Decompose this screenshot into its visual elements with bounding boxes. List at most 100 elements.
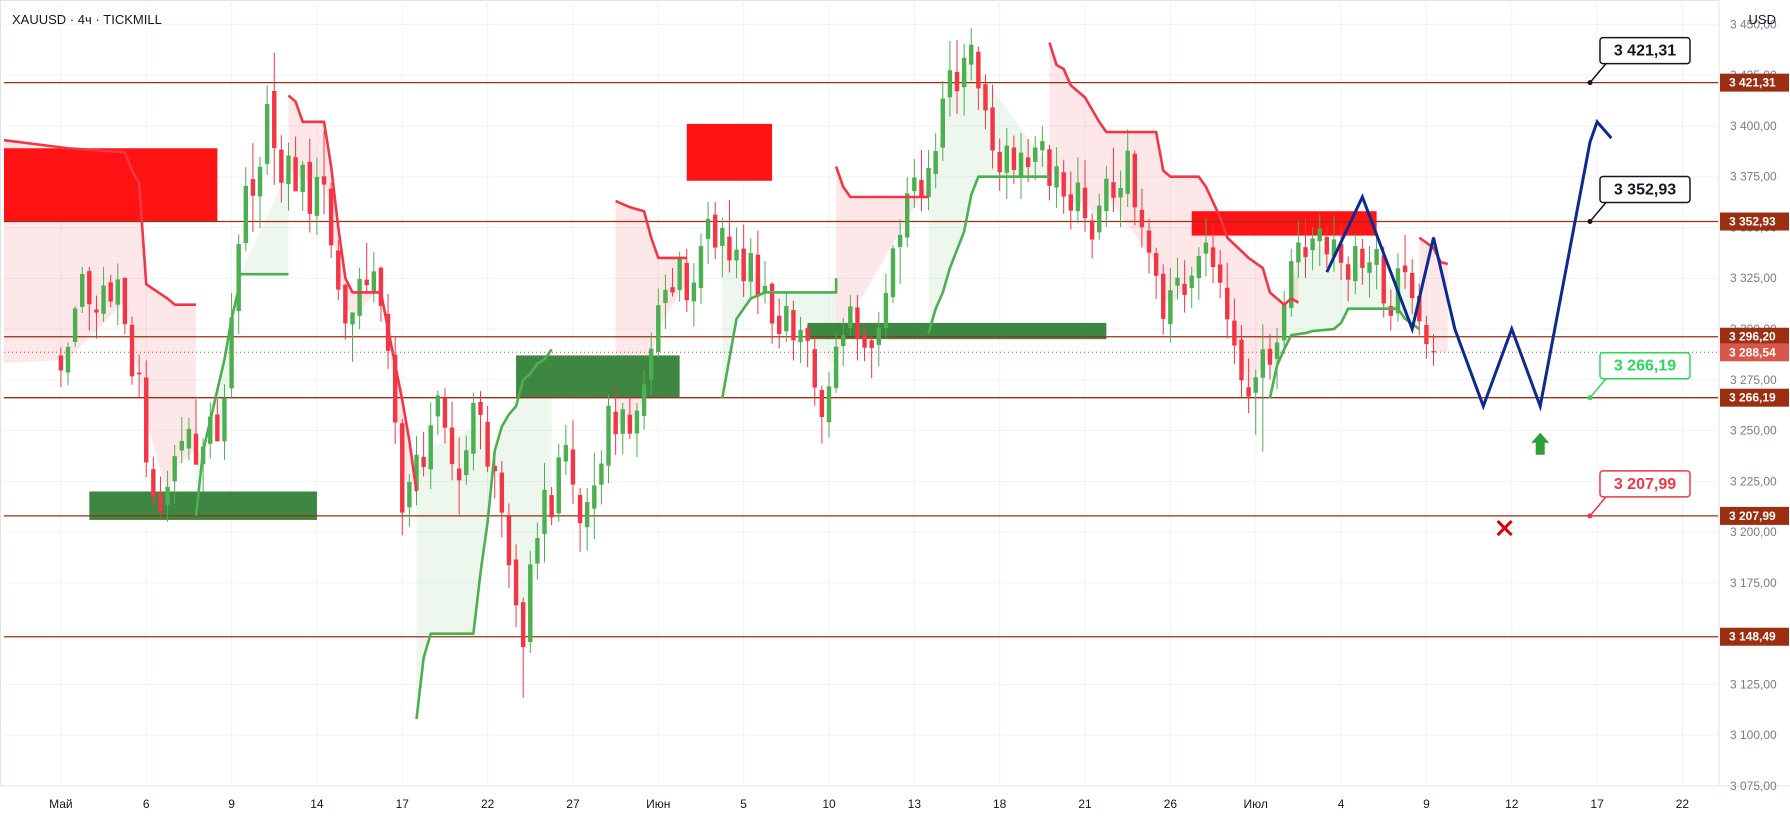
- candle: [1409, 272, 1415, 299]
- candle: [705, 218, 711, 239]
- current-price-badge: 3 288,54: [1720, 343, 1789, 362]
- callout-pointer: [1589, 202, 1607, 223]
- candle: [599, 463, 604, 485]
- candle: [186, 428, 192, 449]
- candle: [272, 90, 277, 149]
- candle: [1253, 377, 1258, 393]
- level-badge-label: 3 421,31: [1729, 76, 1776, 90]
- candle: [1331, 239, 1337, 257]
- resistance-stop-line: [287, 94, 418, 492]
- price-callout: 3 352,93: [1587, 175, 1691, 225]
- candle: [684, 263, 689, 301]
- candle: [1260, 349, 1266, 378]
- level-badge-bg: [1720, 388, 1789, 407]
- price-tick-label: 3 400,00: [1730, 119, 1777, 133]
- time-tick-label: Май: [49, 797, 73, 811]
- candle: [1381, 255, 1386, 304]
- candle: [222, 397, 227, 442]
- candle: [1061, 172, 1066, 197]
- level-badge-label: 3 352,93: [1729, 215, 1776, 229]
- time-tick-label: 18: [993, 797, 1007, 811]
- candle: [1189, 275, 1194, 288]
- candle: [456, 468, 462, 481]
- candle: [101, 285, 106, 314]
- support-stop-line: [415, 348, 553, 720]
- candle: [1246, 387, 1251, 397]
- candle: [1040, 141, 1045, 151]
- candle: [1153, 253, 1159, 276]
- supply-zone: [4, 148, 218, 222]
- candle: [741, 248, 746, 282]
- price-tick-label: 3 225,00: [1730, 474, 1777, 488]
- time-tick-label: 12: [1505, 797, 1519, 811]
- candle: [940, 98, 945, 148]
- candle: [1097, 205, 1102, 233]
- candle: [122, 277, 128, 325]
- demand-zone: [807, 322, 1107, 340]
- candle: [528, 564, 533, 643]
- candle: [336, 250, 341, 290]
- candle: [698, 246, 704, 288]
- candle: [798, 330, 803, 343]
- candle: [570, 449, 576, 485]
- level-badge-bg: [1720, 506, 1789, 525]
- level-badge: 3 296,20: [1720, 327, 1789, 346]
- time-tick-label: 22: [1676, 797, 1690, 811]
- level-badge: 3 421,31: [1720, 73, 1789, 92]
- candle: [734, 249, 739, 261]
- candle: [720, 228, 725, 246]
- currency-label[interactable]: USD: [1748, 12, 1776, 27]
- candle: [421, 456, 426, 467]
- resistance-stop-line: [4, 138, 197, 306]
- level-badge: 3 266,19: [1720, 388, 1789, 407]
- candle: [1239, 339, 1244, 381]
- candle: [492, 465, 497, 472]
- demand-zone: [89, 491, 317, 520]
- candle: [1267, 348, 1273, 365]
- candle: [1111, 182, 1116, 198]
- level-badge-bg: [1720, 73, 1789, 92]
- candle: [826, 386, 832, 423]
- candle: [378, 267, 384, 306]
- level-badge-label: 3 296,20: [1729, 330, 1776, 344]
- candle: [1210, 247, 1216, 268]
- candle: [442, 397, 448, 428]
- candle: [620, 409, 625, 434]
- candle: [435, 395, 441, 417]
- candle: [1310, 238, 1315, 251]
- candle: [869, 340, 874, 349]
- candle: [1431, 351, 1436, 353]
- candle: [748, 253, 753, 282]
- price-tick-label: 3 175,00: [1730, 576, 1777, 590]
- x-mark-icon: [1496, 520, 1513, 537]
- candle: [805, 328, 810, 341]
- candle: [912, 177, 917, 192]
- x-mark-stroke: [1496, 520, 1513, 537]
- candle: [1303, 247, 1308, 257]
- support-stop-line: [194, 272, 289, 517]
- price-tick-label: 3 275,00: [1730, 373, 1777, 387]
- candle: [1168, 290, 1173, 325]
- candle: [848, 306, 853, 329]
- candle: [1388, 305, 1394, 316]
- candle: [577, 494, 583, 524]
- candle: [1353, 246, 1358, 282]
- callout-label: 3 207,99: [1614, 476, 1676, 493]
- candle: [833, 346, 839, 388]
- candle: [1402, 265, 1408, 273]
- candle: [1274, 342, 1280, 359]
- candle: [1232, 320, 1237, 346]
- resistance-stop-line: [615, 199, 687, 260]
- candle: [371, 271, 377, 293]
- candle: [293, 157, 298, 192]
- time-tick-label: 14: [310, 797, 324, 811]
- candle: [926, 167, 931, 197]
- time-tick-label: 9: [1423, 797, 1430, 811]
- candle: [1289, 261, 1294, 309]
- downtrend-fill: [1049, 42, 1299, 392]
- candle: [243, 185, 249, 244]
- price-tick-label: 3 100,00: [1730, 728, 1777, 742]
- uptrend-fill: [928, 54, 1050, 334]
- candle: [556, 457, 561, 514]
